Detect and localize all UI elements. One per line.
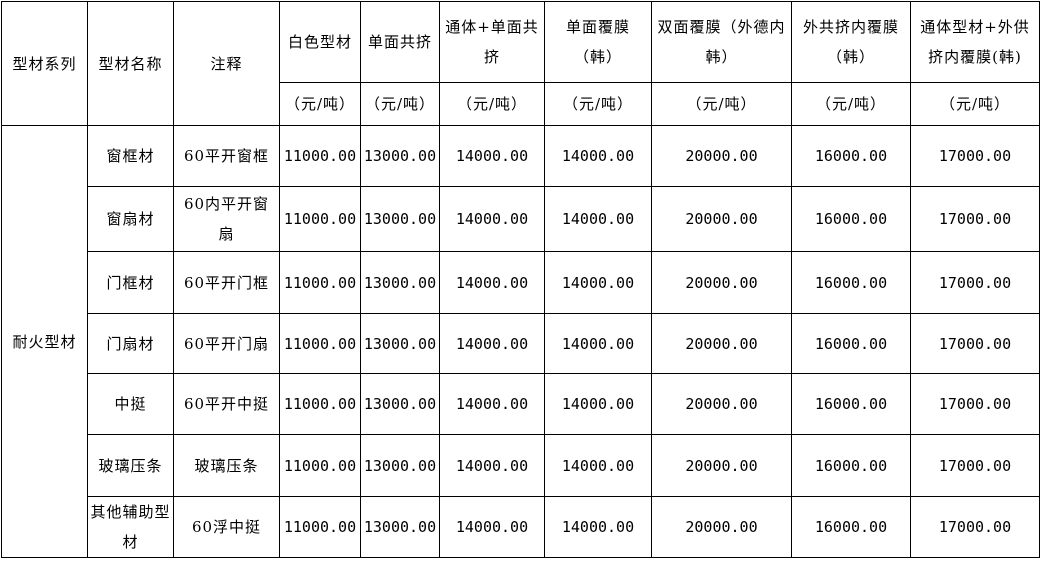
price-cell: 14000.00	[544, 373, 652, 435]
table-row: 窗扇材 60内平开窗扇 11000.00 13000.00 14000.00 14000.…	[2, 186, 1040, 252]
price-cell: 20000.00	[651, 496, 792, 558]
table-row: 耐火型材 窗框材 60平开窗框 11000.00 13000.00 14000.00 140…	[1, 125, 1040, 558]
price-cell: 16000.00	[791, 251, 911, 314]
price-cell: 14000.00	[439, 496, 545, 558]
price-cell: 11000.00	[279, 496, 361, 558]
price-cell: 14000.00	[439, 313, 545, 374]
table-row: 其他辅助型材 60浮中挺 11000.00 13000.00 14000.00 14000…	[2, 496, 1040, 558]
name-cell: 窗扇材	[87, 186, 174, 252]
price-cell: 13000.00	[360, 186, 440, 252]
name-cell: 中挺	[87, 373, 174, 435]
header-unit: （元/吨）	[791, 82, 911, 126]
header-price: 单面共挤	[360, 1, 440, 83]
name-cell: 门框材	[87, 251, 174, 314]
price-cell: 11000.00	[279, 373, 361, 435]
price-cell: 17000.00	[910, 496, 1040, 558]
price-cell: 14000.00	[544, 496, 652, 558]
note-cell: 60平开门扇	[173, 313, 280, 374]
header-unit: （元/吨）	[360, 82, 440, 126]
header-price: 白色型材	[279, 1, 361, 83]
price-cell: 14000.00	[544, 125, 652, 187]
price-cell: 16000.00	[791, 373, 911, 435]
price-cell: 14000.00	[439, 125, 545, 187]
price-cell: 20000.00	[651, 313, 792, 374]
price-cell: 14000.00	[439, 186, 545, 252]
name-cell: 窗框材	[87, 125, 174, 187]
price-cell: 17000.00	[910, 125, 1040, 187]
note-cell: 60平开门框	[173, 251, 280, 314]
note-cell: 60内平开窗扇	[173, 186, 280, 252]
header-unit: （元/吨）	[439, 82, 545, 126]
price-cell: 16000.00	[791, 496, 911, 558]
price-cell: 13000.00	[360, 251, 440, 314]
price-cell: 20000.00	[651, 251, 792, 314]
header-name: 型材名称	[87, 1, 174, 126]
note-cell: 60平开中挺	[173, 373, 280, 435]
price-cell: 17000.00	[910, 313, 1040, 374]
price-cell: 14000.00	[439, 434, 545, 497]
price-cell: 13000.00	[360, 496, 440, 558]
price-cell: 17000.00	[910, 434, 1040, 497]
note-cell: 60平开窗框	[173, 125, 280, 187]
price-cell: 14000.00	[544, 313, 652, 374]
price-cell: 16000.00	[791, 186, 911, 252]
price-cell: 16000.00	[791, 313, 911, 374]
price-cell: 11000.00	[279, 434, 361, 497]
series-cell: 耐火型材	[1, 125, 88, 558]
price-cell: 20000.00	[651, 373, 792, 435]
table-row: 门扇材 60平开门扇 11000.00 13000.00 14000.00 14000.0…	[2, 313, 1040, 374]
price-cell: 11000.00	[279, 313, 361, 374]
header-unit: （元/吨）	[544, 82, 652, 126]
price-cell: 13000.00	[360, 313, 440, 374]
header-row: 型材系列 型材名称 注释 白色型材 单面共挤 通体+单面共挤 单面覆膜（韩） 双…	[1, 1, 1040, 126]
unit-row: （元/吨） （元/吨） （元/吨） （元/吨） （元/吨） （元/吨） （元/吨…	[2, 82, 1040, 126]
header-price: 通体+单面共挤	[439, 1, 545, 83]
price-cell: 13000.00	[360, 125, 440, 187]
price-cell: 14000.00	[439, 251, 545, 314]
table-row: 中挺 60平开中挺 11000.00 13000.00 14000.00 14000.00…	[2, 373, 1040, 435]
table-row: 门框材 60平开门框 11000.00 13000.00 14000.00 14000.0…	[2, 251, 1040, 314]
table-row: 玻璃压条 玻璃压条 11000.00 13000.00 14000.00 14000.00…	[2, 434, 1040, 497]
price-cell: 20000.00	[651, 125, 792, 187]
price-cell: 20000.00	[651, 434, 792, 497]
header-unit: （元/吨）	[910, 82, 1040, 126]
header-unit: （元/吨）	[279, 82, 361, 126]
price-cell: 14000.00	[544, 434, 652, 497]
name-cell: 玻璃压条	[87, 434, 174, 497]
price-cell: 14000.00	[544, 251, 652, 314]
name-cell: 其他辅助型材	[87, 496, 174, 558]
header-price: 通体型材+外供挤内覆膜(韩)	[910, 1, 1040, 83]
price-cell: 17000.00	[910, 251, 1040, 314]
price-cell: 13000.00	[360, 434, 440, 497]
price-cell: 16000.00	[791, 434, 911, 497]
price-cell: 14000.00	[439, 373, 545, 435]
header-unit: （元/吨）	[651, 82, 792, 126]
price-cell: 17000.00	[910, 373, 1040, 435]
note-cell: 玻璃压条	[173, 434, 280, 497]
header-price: 外共挤内覆膜（韩）	[791, 1, 911, 83]
header-series: 型材系列	[1, 1, 88, 126]
price-cell: 16000.00	[791, 125, 911, 187]
price-cell: 17000.00	[910, 186, 1040, 252]
price-cell: 20000.00	[651, 186, 792, 252]
price-cell: 11000.00	[279, 125, 361, 187]
header-note: 注释	[173, 1, 280, 126]
price-cell: 13000.00	[360, 373, 440, 435]
price-cell: 11000.00	[279, 186, 361, 252]
note-cell: 60浮中挺	[173, 496, 280, 558]
price-cell: 11000.00	[279, 251, 361, 314]
price-cell: 14000.00	[544, 186, 652, 252]
header-price: 双面覆膜（外德内韩）	[651, 1, 792, 83]
name-cell: 门扇材	[87, 313, 174, 374]
header-price: 单面覆膜（韩）	[544, 1, 652, 83]
